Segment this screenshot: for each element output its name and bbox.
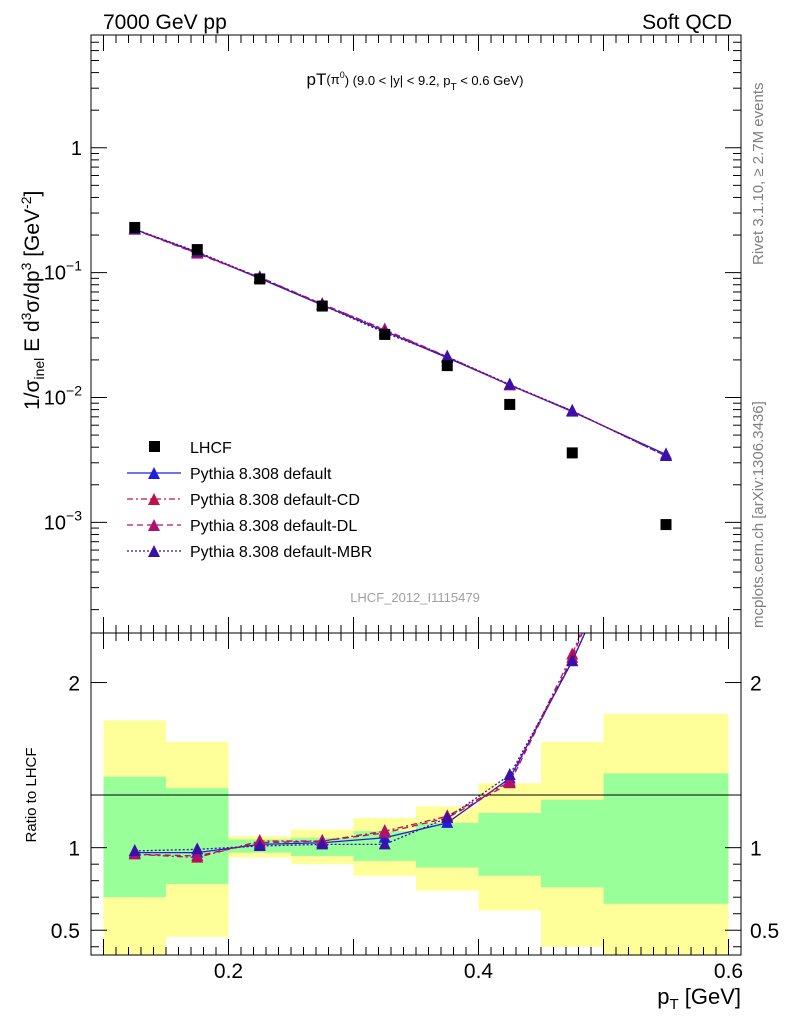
- ratio-inner-band: [603, 773, 729, 904]
- main-series-point-4: [441, 349, 454, 362]
- legend-marker-4: [148, 545, 160, 557]
- ratio-series-point-3: [378, 837, 391, 850]
- lhcf-data-point: [441, 360, 453, 372]
- ratio-y-tick-label-left: 0.5: [51, 920, 80, 943]
- analysis-watermark: LHCF_2012_I1115479: [350, 590, 480, 605]
- ratio-y-tick-label-right: 1: [750, 838, 762, 861]
- main-series-point-4: [660, 448, 672, 461]
- rivet-version-label: Rivet 3.1.10, ≥ 2.7M events: [750, 83, 767, 266]
- ratio-y-tick-label-left: 2: [68, 673, 80, 696]
- legend-marker-lhcf: [149, 441, 160, 452]
- main-plot-panel: 10−310−210−11 pT(π0) (9.0 < |y| < 9.2, p…: [18, 34, 742, 634]
- lhcf-data-point: [316, 300, 328, 312]
- lhcf-data-point: [379, 328, 391, 340]
- ratio-inner-band: [416, 822, 479, 868]
- ratio-series-point-3: [128, 843, 141, 856]
- ratio-axis-ticks: [91, 633, 741, 955]
- ratio-y-axis-label: Ratio to LHCF: [23, 747, 40, 842]
- main-series-point-4: [566, 403, 579, 416]
- source-reference-label: mcplots.cern.ch [arXiv:1306.3436]: [750, 401, 767, 628]
- header-left-label: 7000 GeV pp: [103, 11, 227, 34]
- ratio-series-point-3: [316, 837, 329, 850]
- main-y-tick-label: 1: [71, 138, 82, 160]
- ratio-inner-band: [541, 799, 604, 888]
- legend: LHCF Pythia 8.308 default Pythia 8.308 def…: [127, 440, 372, 561]
- ratio-series-layer: [128, 633, 586, 863]
- lhcf-data-point: [566, 447, 578, 459]
- ratio-series-point-3: [441, 810, 454, 823]
- ratio-series-point-3: [191, 842, 204, 855]
- ratio-inner-band: [103, 776, 166, 898]
- legend-label-4: Pythia 8.308 default-MBR: [190, 544, 372, 561]
- ratio-inner-band: [478, 812, 541, 876]
- ratio-series-point-2: [191, 848, 204, 861]
- header-right-label: Soft QCD: [642, 11, 732, 34]
- legend-marker-3: [148, 519, 160, 531]
- ratio-y-tick-label-left: 1: [68, 838, 80, 861]
- ratio-tick-labels: 0.5 0.5 1 1 2 2 0.2 0.4 0.6: [51, 673, 779, 983]
- x-tick-label: 0.4: [464, 960, 494, 983]
- main-series-point-4: [503, 377, 516, 390]
- ratio-series-point-3: [503, 768, 516, 781]
- lhcf-data-point: [191, 244, 203, 256]
- ratio-series-line-3: [134, 633, 586, 852]
- ratio-series-point-3: [566, 654, 579, 667]
- legend-marker-2: [148, 493, 160, 505]
- ratio-plot-panel: 0.5 0.51 12 20.2 0.4 0.6 Ratio to LHCF pT [Ge…: [23, 632, 779, 1013]
- main-series-line-3: [134, 229, 667, 457]
- main-chart-title: pT(π0) (9.0 < |y| < 9.2, pT < 0.6 GeV): [307, 70, 524, 93]
- lhcf-data-point: [660, 519, 672, 531]
- x-tick-label: 0.2: [214, 960, 243, 983]
- ratio-inner-band: [166, 788, 229, 884]
- legend-marker-1: [148, 467, 160, 479]
- ratio-y-tick-label-right: 2: [750, 673, 762, 696]
- legend-label-0: LHCF: [190, 440, 232, 457]
- lhcf-data-point: [504, 398, 516, 410]
- ratio-series-point-2: [503, 776, 516, 789]
- legend-label-2: Pythia 8.308 default-CD: [190, 492, 360, 509]
- ratio-series-point-3: [253, 839, 266, 852]
- legend-label-1: Pythia 8.308 default: [190, 466, 332, 483]
- ratio-series-point-2: [378, 825, 391, 838]
- main-series-layer: [128, 221, 672, 531]
- legend-label-3: Pythia 8.308 default-DL: [190, 518, 357, 535]
- main-series-line-4: [134, 228, 667, 457]
- main-y-tick-labels: 10−310−210−11: [44, 138, 82, 535]
- ratio-y-tick-label-right: 0.5: [750, 920, 779, 943]
- lhcf-data-point: [254, 273, 266, 285]
- x-tick-label: 0.6: [714, 960, 743, 983]
- main-axis-ticks: [91, 34, 741, 633]
- lhcf-data-point: [129, 221, 141, 233]
